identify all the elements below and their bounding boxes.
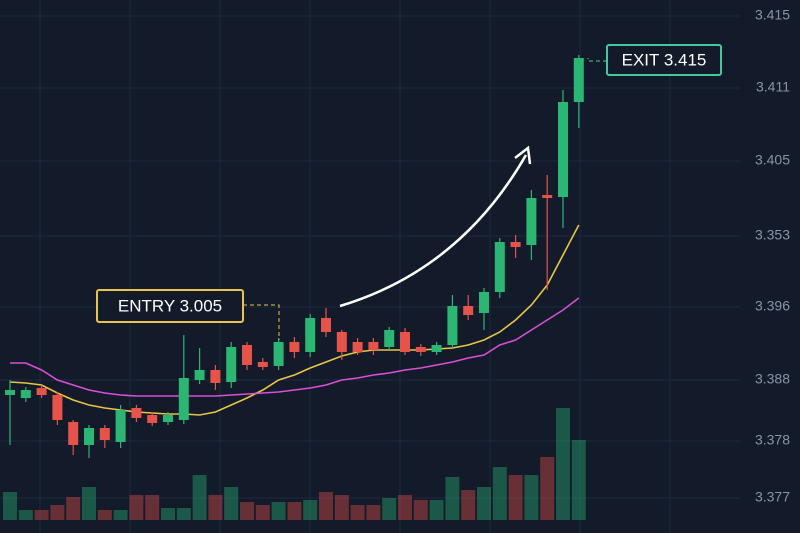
volume-bar xyxy=(176,508,191,520)
candle-body xyxy=(5,390,15,395)
candle-body xyxy=(226,347,237,382)
volume-bar xyxy=(192,475,207,520)
candle-body xyxy=(447,306,458,345)
candle-body xyxy=(242,345,252,365)
price-label: 3.405 xyxy=(755,152,790,168)
entry-connector xyxy=(243,304,280,340)
volume-bar xyxy=(66,497,81,520)
volume-bar xyxy=(350,505,365,520)
entry-box xyxy=(96,289,244,323)
price-label: 3.396 xyxy=(755,298,790,314)
candle-body xyxy=(558,102,568,197)
candle-body xyxy=(305,318,316,352)
volume-bar xyxy=(524,475,539,520)
candle-body xyxy=(336,332,347,352)
candle-body xyxy=(36,388,47,395)
volume-bar xyxy=(145,495,160,520)
volume-bar xyxy=(129,495,144,520)
trend-arrowhead xyxy=(514,145,532,165)
candle-body xyxy=(273,342,284,366)
volume-bar xyxy=(413,500,428,520)
candle-body xyxy=(573,58,584,102)
volume-bar xyxy=(382,498,397,520)
price-label: 3.378 xyxy=(755,432,790,448)
entry-label: ENTRY 3.005 xyxy=(118,296,222,315)
volume-bar xyxy=(224,487,239,520)
volume-bar xyxy=(287,502,302,520)
volume-bar xyxy=(161,508,175,520)
exit-connector xyxy=(587,58,607,62)
moving-average xyxy=(9,224,580,416)
candle-body xyxy=(400,332,410,352)
candle-body xyxy=(368,342,379,350)
volume-bar xyxy=(50,505,65,520)
price-label: 3.353 xyxy=(755,227,790,243)
candle-body xyxy=(20,390,31,398)
candle-body xyxy=(384,330,395,347)
candle-body xyxy=(321,318,331,332)
candle-body xyxy=(542,195,553,198)
candle-body xyxy=(494,242,505,292)
volume-bar xyxy=(445,477,460,520)
candle-body xyxy=(99,428,110,440)
grid xyxy=(0,0,740,533)
candle-body xyxy=(68,422,79,445)
volume-bar xyxy=(461,490,476,520)
candle-body xyxy=(147,415,158,423)
volume-bar xyxy=(82,487,96,520)
price-label: 3.415 xyxy=(755,7,790,23)
candle-body xyxy=(178,378,189,420)
volume-bar xyxy=(319,492,333,520)
volume-bar xyxy=(255,505,270,520)
volume-bar xyxy=(508,475,523,520)
moving-average xyxy=(10,297,580,397)
volume-bar xyxy=(334,495,349,520)
volume-bar xyxy=(303,500,318,520)
candle-body xyxy=(510,242,521,247)
volume-bar xyxy=(571,440,586,520)
volume-bar xyxy=(398,495,412,520)
candle-body xyxy=(84,428,94,445)
volume-bar xyxy=(556,408,570,520)
volume-bar xyxy=(3,492,17,520)
volume-bar xyxy=(34,510,49,520)
candle-body xyxy=(115,410,126,442)
candle-body xyxy=(352,342,363,352)
exit-box xyxy=(606,44,722,76)
volume-bar xyxy=(18,510,33,520)
price-label: 3.411 xyxy=(756,79,790,95)
candle-body xyxy=(289,342,300,352)
volume-bar xyxy=(271,502,286,520)
candle-body xyxy=(210,370,221,383)
candle-body xyxy=(257,362,268,367)
candle-body xyxy=(526,198,537,245)
volume-bar xyxy=(113,510,128,520)
volume-bar xyxy=(97,510,112,520)
price-label: 3.377 xyxy=(755,489,790,505)
volume-bar xyxy=(492,467,507,520)
candle-body xyxy=(131,408,142,418)
price-label: 3.388 xyxy=(755,371,790,387)
volume-bar xyxy=(240,502,254,520)
volume-bar xyxy=(477,487,491,520)
exit-label: EXIT 3.415 xyxy=(622,50,707,69)
candle-body xyxy=(431,345,442,352)
candle-body xyxy=(52,395,63,420)
volume-bar xyxy=(429,500,444,520)
candle-body xyxy=(415,347,426,352)
candle-body xyxy=(163,415,173,422)
volume-bar xyxy=(208,495,223,520)
candle-body xyxy=(479,292,489,313)
candle-body xyxy=(463,306,474,315)
candle-body xyxy=(194,370,205,380)
volume-bar xyxy=(366,505,381,520)
volume-bar xyxy=(540,457,555,520)
trend-arrow xyxy=(339,154,528,308)
